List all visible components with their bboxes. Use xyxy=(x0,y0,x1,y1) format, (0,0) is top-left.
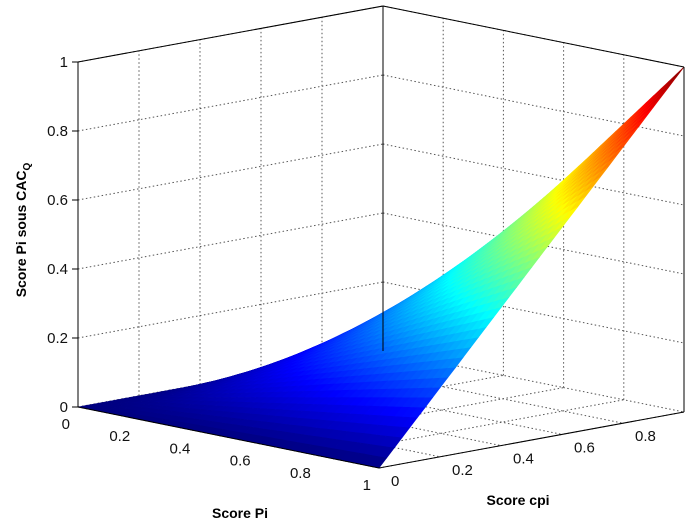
x-tick-label: 0 xyxy=(62,416,70,433)
grid-line xyxy=(77,212,384,270)
z-tick-label: 0.2 xyxy=(47,330,68,347)
y-tick-label: 0.2 xyxy=(452,462,473,479)
x-tick-label: 1 xyxy=(363,477,371,494)
surface-patch xyxy=(660,76,677,94)
grid-line xyxy=(77,281,384,339)
surface-layer xyxy=(77,66,685,469)
grid-line xyxy=(77,74,384,132)
y-tick-label: 0.6 xyxy=(574,439,595,456)
box-edge xyxy=(378,411,685,469)
z-tick-label: 0.8 xyxy=(47,123,68,140)
y-axis-label: Score cpi xyxy=(486,492,549,508)
z-tick-label: 0.6 xyxy=(47,192,68,209)
x-tick-label: 0.6 xyxy=(230,453,251,470)
x-tick-label: 0.2 xyxy=(109,428,130,445)
x-tick-label: 0.8 xyxy=(290,465,311,482)
surface-patch xyxy=(668,66,685,85)
z-tick-label: 1 xyxy=(60,54,68,71)
tick-labels: 0 0.2 0.4 0.6 0.8 1 0 0.2 0.4 0.6 0.8 1 0 0.2 0.4 0.6 0.… xyxy=(47,54,656,494)
z-axis-label-main: Score Pi sous CAC xyxy=(13,170,29,297)
grid-line xyxy=(77,143,384,201)
z-axis-label-sub: Q xyxy=(22,162,33,170)
x-axis-label: Score Pi xyxy=(212,505,268,521)
y-tick-label: 0 xyxy=(391,473,399,490)
y-tick-label: 0.8 xyxy=(635,428,656,445)
grid-line xyxy=(382,143,685,206)
z-tick-label: 0 xyxy=(60,399,68,416)
z-tick-label: 0.4 xyxy=(47,261,68,278)
z-axis-label: Score Pi sous CACQ xyxy=(13,162,33,297)
box-edge xyxy=(77,5,384,63)
x-tick-label: 0.4 xyxy=(170,440,191,457)
axes-box xyxy=(72,5,685,469)
box-edge xyxy=(382,5,685,68)
y-tick-label: 0.4 xyxy=(513,451,534,468)
box-edge xyxy=(77,406,380,469)
